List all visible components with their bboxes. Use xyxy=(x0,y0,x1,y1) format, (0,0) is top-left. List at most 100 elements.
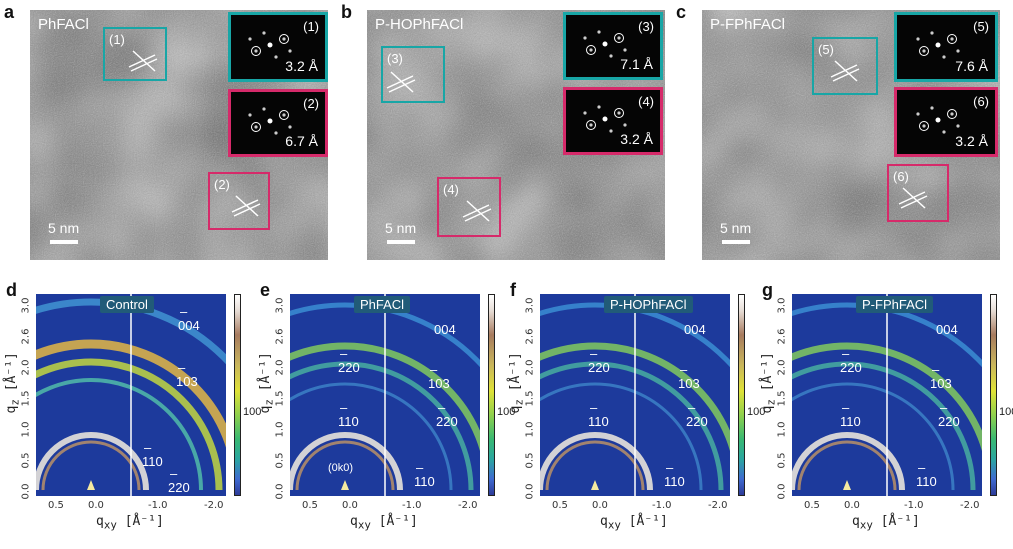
x-tick: 0.5 xyxy=(48,500,64,511)
scale-bar xyxy=(387,240,415,244)
y-tick: 1.0 xyxy=(274,421,286,438)
x-tick: -1.0 xyxy=(904,500,924,511)
axis-symbol: q xyxy=(507,405,523,414)
axis-spacer xyxy=(371,514,379,529)
y-axis-label: qz [Å⁻¹] xyxy=(258,352,276,413)
axis-subscript: z xyxy=(262,399,276,406)
peak-label: 004 xyxy=(936,322,958,337)
panel-letter: b xyxy=(341,2,352,22)
x-tick: -1.0 xyxy=(652,500,672,511)
peak-label: 220 xyxy=(338,360,360,375)
x-tick: -1.0 xyxy=(402,500,422,511)
peak-label: 103 xyxy=(930,376,952,391)
x-tick: -2.0 xyxy=(204,500,224,511)
peak-label: 004 xyxy=(178,318,200,333)
axis-spacer xyxy=(508,391,523,399)
roi-box-magenta: (6) xyxy=(887,164,949,222)
peak-label: 110 xyxy=(664,474,685,489)
panel-letter: e xyxy=(260,280,271,300)
roi-box-cyan: (5) xyxy=(812,37,878,95)
roi-label: (6) xyxy=(893,169,909,184)
x-tick: 0.0 xyxy=(592,500,608,511)
y-tick: 0.0 xyxy=(274,483,286,500)
axis-subscript: z xyxy=(764,399,778,406)
peak-dash: – xyxy=(178,360,186,375)
axis-unit: [Å⁻¹] xyxy=(257,352,273,392)
axis-subscript: z xyxy=(512,399,526,406)
panel-letter: g xyxy=(762,280,773,300)
axis-symbol: q xyxy=(96,514,104,529)
axis-unit: [Å⁻¹] xyxy=(880,514,920,529)
y-tick: 2.6 xyxy=(524,328,536,345)
peak-label: 220 xyxy=(686,414,708,429)
sample-name: P-FPhFACl xyxy=(710,16,786,33)
colorbar-tick: 100 xyxy=(243,406,262,418)
lattice-marker-icon xyxy=(462,200,492,222)
x-axis-label: qxy [Å⁻¹] xyxy=(96,514,164,532)
giwaxs-pattern xyxy=(540,294,730,496)
axis-spacer xyxy=(760,391,775,399)
peak-label: 220 xyxy=(168,480,190,495)
d-spacing: 7.1 Å xyxy=(620,56,653,72)
y-axis-label: qz [Å⁻¹] xyxy=(4,352,22,413)
scale-label: 5 nm xyxy=(720,220,752,236)
peak-label: 110 xyxy=(916,474,937,489)
giwaxs-pattern xyxy=(36,294,226,496)
fft-index: (2) xyxy=(303,96,319,111)
axis-subscript: z xyxy=(8,399,22,406)
y-tick: 2.0 xyxy=(274,359,286,376)
axis-unit: [Å⁻¹] xyxy=(378,514,418,529)
axis-spacer xyxy=(258,391,273,399)
y-tick: 2.0 xyxy=(524,359,536,376)
y-tick: 2.6 xyxy=(776,328,788,345)
scale-bar xyxy=(722,240,750,244)
fft-index: (6) xyxy=(973,94,989,109)
fft-index: (1) xyxy=(303,19,319,34)
y-tick: 0.0 xyxy=(524,483,536,500)
axis-unit: [Å⁻¹] xyxy=(3,352,19,392)
lattice-marker-icon xyxy=(231,195,261,217)
axis-subscript: xy xyxy=(103,518,117,532)
lattice-marker-icon xyxy=(386,71,416,93)
axis-symbol: q xyxy=(350,514,358,529)
peak-dash: – xyxy=(666,460,674,475)
x-tick: -2.0 xyxy=(708,500,728,511)
panel-letter: d xyxy=(6,280,17,300)
fft-pattern xyxy=(583,105,627,133)
peak-label: 103 xyxy=(176,374,198,389)
d-spacing: 6.7 Å xyxy=(285,133,318,149)
peak-dash: – xyxy=(180,304,188,319)
y-tick: 0.0 xyxy=(20,483,32,500)
fft-inset: (1) 3.2 Å xyxy=(228,12,328,82)
axis-spacer xyxy=(4,391,19,399)
y-tick: 0.5 xyxy=(524,452,536,469)
lattice-marker-icon xyxy=(128,50,158,72)
x-tick: 0.0 xyxy=(342,500,358,511)
y-tick: 3.0 xyxy=(20,297,32,314)
y-tick: 1.5 xyxy=(20,390,32,407)
peak-dash: – xyxy=(438,400,446,415)
roi-label: (1) xyxy=(109,32,125,47)
fft-pattern xyxy=(916,31,960,59)
fft-inset: (3) 7.1 Å xyxy=(563,12,663,80)
y-tick: 1.5 xyxy=(776,390,788,407)
axis-unit: [Å⁻¹] xyxy=(759,352,775,392)
x-tick: 0.5 xyxy=(552,500,568,511)
peak-label: 220 xyxy=(588,360,610,375)
sample-name: P-HOPhFACl xyxy=(375,16,464,33)
x-tick: -2.0 xyxy=(458,500,478,511)
colorbar-tick: 100 xyxy=(747,406,766,418)
y-tick: 3.0 xyxy=(274,297,286,314)
peak-dash: – xyxy=(842,400,850,415)
y-tick: 1.5 xyxy=(524,390,536,407)
y-tick: 2.6 xyxy=(274,328,286,345)
x-tick: 0.5 xyxy=(302,500,318,511)
y-tick: 0.5 xyxy=(274,452,286,469)
colorbar-tick: 100 xyxy=(999,406,1013,418)
peak-dash: – xyxy=(590,400,598,415)
axis-unit: [Å⁻¹] xyxy=(507,352,523,392)
panel-letter: f xyxy=(510,280,516,300)
giwaxs-title: P-FPhFACl xyxy=(856,296,934,313)
x-tick: -1.0 xyxy=(148,500,168,511)
roi-box-magenta: (4) xyxy=(437,177,501,237)
